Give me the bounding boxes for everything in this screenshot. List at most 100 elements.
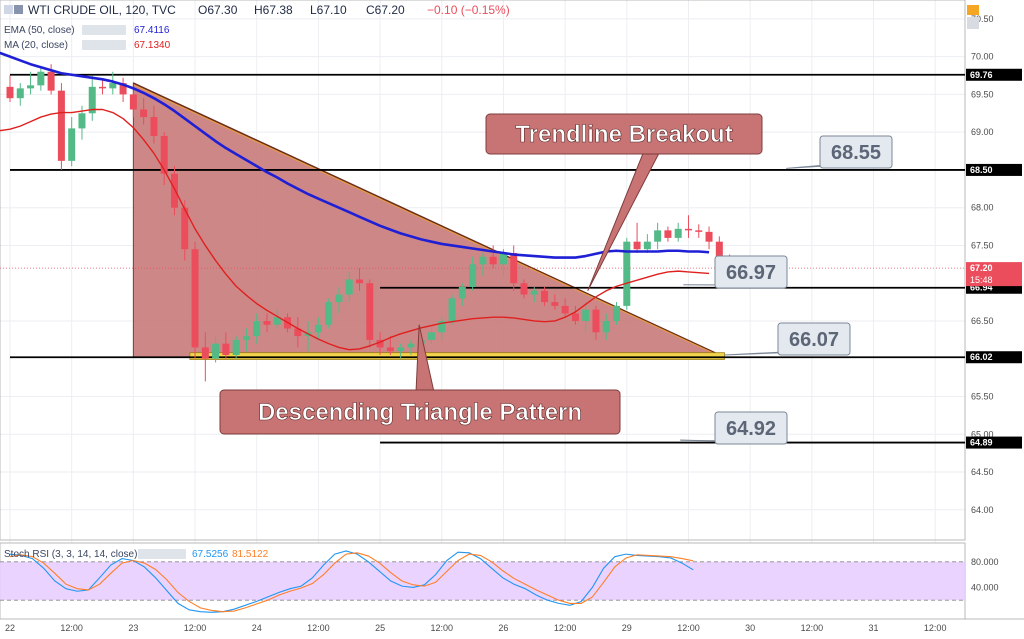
level-price-tag-text: 66.02 <box>970 352 993 362</box>
candle-body <box>58 91 65 161</box>
candle-body <box>582 310 589 321</box>
tag-text: 68.55 <box>831 142 881 164</box>
candle-body <box>264 321 271 325</box>
candle-body <box>37 72 44 86</box>
candle-body <box>140 110 147 118</box>
countdown-text: 15:48 <box>970 275 993 285</box>
time-tick-label: 12:00 <box>554 623 577 633</box>
current-price-tag: 67.20 15:48 <box>966 262 1022 286</box>
candle-body <box>150 117 157 136</box>
time-tick-label: 12:00 <box>924 623 947 633</box>
candle-body <box>233 340 240 355</box>
price-tick-label: 69.50 <box>971 89 994 99</box>
candle-body <box>366 283 373 340</box>
candle-body <box>685 229 692 231</box>
candle-body <box>603 321 610 332</box>
price-tick-label: 67.50 <box>971 240 994 250</box>
tag-text: 66.97 <box>726 262 776 284</box>
stoch-k-value: 67.5256 <box>192 549 229 560</box>
candle <box>325 298 332 328</box>
candle-body <box>644 242 651 250</box>
level-price-tag-text: 68.50 <box>970 165 993 175</box>
ma-legend-value: 67.1340 <box>134 40 171 51</box>
time-tick-label: 29 <box>622 623 632 633</box>
candle-body <box>592 310 599 333</box>
time-tick-label: 22 <box>5 623 15 633</box>
chart-settings-icon[interactable] <box>967 5 979 29</box>
ema-legend-value: 67.4116 <box>134 25 170 36</box>
candle <box>449 295 456 325</box>
candle <box>366 279 373 347</box>
candle-body <box>613 306 620 321</box>
candle-body <box>7 87 14 98</box>
candle-body <box>171 174 178 208</box>
candle-body <box>479 257 486 265</box>
price-tick-label: 70.00 <box>971 52 994 62</box>
candle-body <box>531 291 538 295</box>
ema-legend-controls-icon[interactable] <box>82 25 126 35</box>
time-tick-label: 23 <box>128 623 138 633</box>
time-tick-label: 30 <box>745 623 755 633</box>
candle-body <box>315 325 322 333</box>
price-tick-label: 64.00 <box>971 505 994 515</box>
candle-body <box>130 94 137 109</box>
candle-body <box>675 229 682 238</box>
candle-body <box>459 287 466 298</box>
tag-text: 66.07 <box>789 329 839 351</box>
candle-body <box>551 302 558 306</box>
collapse-icon[interactable] <box>4 5 13 14</box>
level-price-tag-text: 69.76 <box>970 70 993 80</box>
symbol-title: WTI CRUDE OIL, 120, TVC <box>28 3 176 17</box>
candle-body <box>500 253 507 264</box>
stoch-legend-label: Stoch RSI (3, 3, 14, 14, close) <box>4 549 137 560</box>
candle-body <box>243 336 250 340</box>
price-tick-label: 68.00 <box>971 203 994 213</box>
ema-legend-label: EMA (50, close) <box>4 25 75 36</box>
ma-legend-controls-icon[interactable] <box>82 40 126 50</box>
candle-body <box>541 291 548 302</box>
level-price-tag: 64.89 <box>966 437 1022 449</box>
callout-text: Descending Triangle Pattern <box>258 399 582 426</box>
ohlc-change: −0.10 (−0.15%) <box>427 3 510 17</box>
price-tick-label: 69.00 <box>971 127 994 137</box>
time-tick-label: 26 <box>498 623 508 633</box>
candle-body <box>222 344 229 355</box>
candle-body <box>192 249 199 347</box>
candle-body <box>109 83 116 88</box>
price-tick-label: 64.50 <box>971 467 994 477</box>
series-icon[interactable] <box>14 5 23 14</box>
ma-legend-label: MA (20, close) <box>4 40 68 51</box>
candle-body <box>68 128 75 160</box>
candle <box>623 238 630 310</box>
candle <box>192 242 199 359</box>
stoch-legend-controls-icon[interactable] <box>138 549 186 559</box>
level-price-tag: 69.76 <box>966 69 1022 81</box>
candle <box>58 83 65 170</box>
candle-body <box>397 347 404 351</box>
ohlc-high: H67.38 <box>254 3 293 17</box>
price-tick-label: 66.50 <box>971 316 994 326</box>
stoch-tick-label: 40.000 <box>971 582 999 592</box>
ohlc-low: L67.10 <box>310 3 347 17</box>
time-tick-label: 12:00 <box>60 623 83 633</box>
candle-body <box>654 230 661 241</box>
time-tick-label: 24 <box>252 623 262 633</box>
candle-body <box>469 264 476 287</box>
ohlc-close: C67.20 <box>366 3 405 17</box>
candle-body <box>346 279 353 294</box>
candle-body <box>48 72 55 91</box>
level-price-tag: 66.02 <box>966 351 1022 363</box>
current-price-text: 67.20 <box>970 263 993 273</box>
candle-body <box>27 85 34 88</box>
candle-body <box>695 230 702 232</box>
candle-body <box>562 306 569 314</box>
candle-body <box>572 313 579 321</box>
candle-body <box>387 347 394 351</box>
candle-body <box>325 302 332 325</box>
candle-body <box>78 113 85 128</box>
candle-body <box>335 295 342 303</box>
support-zone-box <box>190 353 725 360</box>
stoch-d-value: 81.5122 <box>232 549 269 560</box>
